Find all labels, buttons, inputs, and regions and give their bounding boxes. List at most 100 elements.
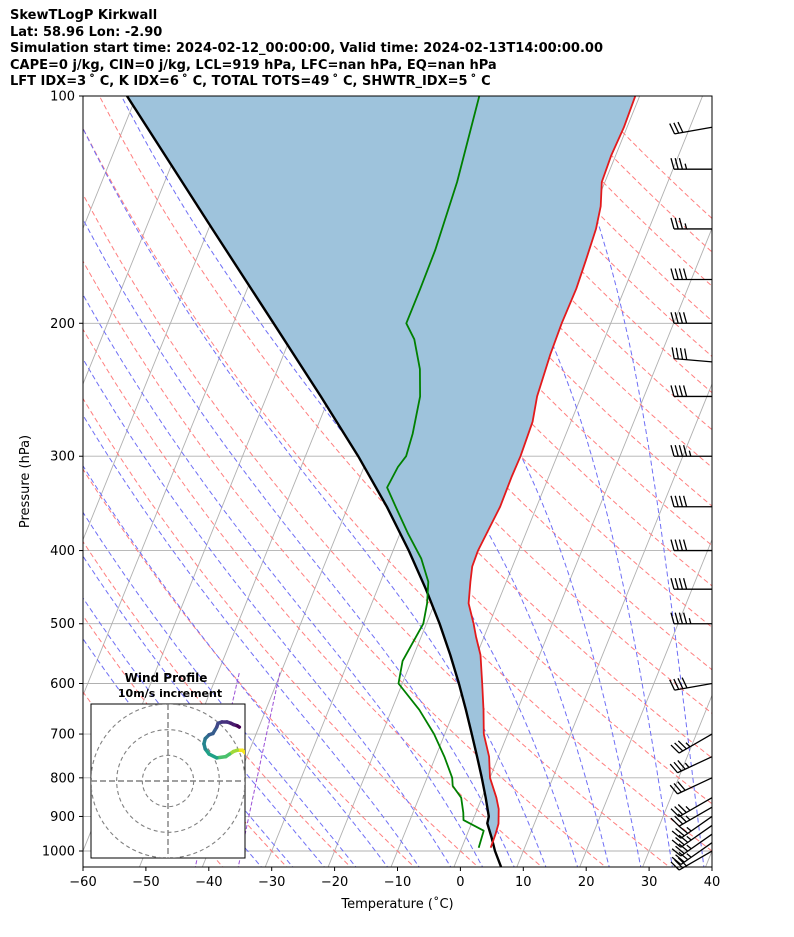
wind-barb-flag [678,157,684,170]
wind-barb-flag [677,804,687,813]
wind-barb [670,385,712,398]
title-indices: LFT IDX=3 ˚ C, K IDX=6 ˚ C, TOTAL TOTS=4… [10,74,491,89]
wind-barb-flag [682,385,688,397]
isotherm-line [705,849,712,867]
wind-barb-flag [671,839,682,848]
wind-barb-flag [678,445,684,457]
wind-barb-flag [682,445,688,457]
moist-adiabat [83,357,452,867]
y-tick-label: 800 [50,771,75,786]
wind-barb-shaft [678,797,713,818]
isotherm-line [0,61,88,882]
wind-barb-flag [670,861,680,871]
y-tick-label: 900 [50,810,75,825]
wind-barb-flag [682,578,688,590]
wind-barb-flag [674,742,684,752]
wind-barb-flag [671,830,682,839]
y-tick-label: 400 [50,544,75,559]
wind-barb-flag [678,217,684,230]
wind-barb-flag [670,217,675,230]
wind-barb-flag [671,347,675,359]
wind-barb-half-flag [686,835,692,841]
isotherm-line [83,96,137,230]
temperature-profile-line [467,96,637,849]
title-times: Simulation start time: 2024-02-12_00:00:… [10,41,603,56]
wind-barb-shaft [674,357,713,363]
wind-barb-flag [670,312,675,324]
hodograph-title: Wind Profile [125,671,208,685]
dry-adiabat [83,328,543,867]
wind-barb-flag [673,678,680,690]
wind-barb-flag [679,347,684,360]
wind-barb-flag [670,495,675,507]
wind-barb-flag [682,268,688,280]
isotherm-line [516,382,712,867]
wind-barb [671,347,713,363]
moist-adiabat [83,414,420,867]
wind-barb-flag [677,760,686,770]
wind-barb-flag [669,784,679,795]
x-tick-label: 0 [456,875,464,890]
wind-barb-flag [682,612,688,624]
wind-barb [671,815,713,839]
wind-barb [670,797,713,818]
y-tick-label: 600 [50,677,75,692]
wind-barb-flag [674,445,679,457]
wind-barb-flag [674,612,679,624]
wind-barb [670,578,712,590]
moist-adiabat [402,96,673,867]
wind-barb-flag [670,445,675,457]
wind-barb-flag [670,808,680,818]
y-tick-label: 500 [50,617,75,632]
wind-barb-flag [677,740,687,750]
wind-barb-flag [677,678,684,689]
hodograph-subtitle: 10m/s increment [118,687,222,700]
axes-layer: −60 −50 −40 −30 −20 −10 0 10 20 30 40 1000 900 800 700… [18,90,720,913]
x-tick-label: 40 [704,875,721,890]
dry-adiabat [83,540,352,867]
wind-barb-flag [675,854,685,863]
wind-barb-half-flag [684,223,688,230]
wind-barb [669,756,713,774]
wind-barb-flag [674,157,679,170]
wind-barbs-layer [669,121,713,871]
dry-adiabat [83,193,671,867]
wind-barb-shaft [680,824,713,848]
wind-barb-flag [674,806,684,816]
wind-barb-flag [678,843,689,852]
wind-barb-flag [673,122,680,134]
moist-adiabat [83,464,389,867]
y-tick-label: 300 [50,450,75,465]
title-latlon: Lat: 58.96 Lon: -2.90 [10,24,163,40]
title-station: SkewTLogP Kirkwall [10,8,158,23]
moist-adiabat [83,637,262,867]
wind-barb-shaft [677,756,713,774]
wind-barb-flag [678,495,684,507]
wind-barb-flag [674,268,679,280]
wind-barb-flag [678,578,684,590]
isotherm-line [83,96,200,386]
wind-barb-flag [678,268,684,280]
wind-barb [671,842,713,866]
wind-barb [670,733,713,754]
wind-barb-flag [681,677,688,689]
wind-barb-flag [674,312,679,324]
x-tick-label: −20 [321,875,348,890]
y-tick-label: 700 [50,728,75,743]
moist-adiabat [545,96,705,867]
wind-barb-half-flag [685,815,691,821]
wind-barb-flag [674,539,679,551]
x-tick-label: −50 [132,875,159,890]
moist-adiabat [120,96,579,867]
wind-barb-flag [678,834,689,843]
dry-adiabat [326,96,712,507]
x-tick-label: −10 [384,875,411,890]
wind-barb-flag [678,312,684,324]
dewpoint-profile-line [386,96,485,848]
y-tick-label: 100 [50,90,75,105]
title-cape: CAPE=0 j/kg, CIN=0 j/kg, LCL=919 hPa, LF… [10,57,497,73]
isotherm-line [453,227,712,867]
wind-barb-flag [674,495,679,507]
dry-adiabat [359,96,712,469]
wind-barb-flag [678,539,684,551]
